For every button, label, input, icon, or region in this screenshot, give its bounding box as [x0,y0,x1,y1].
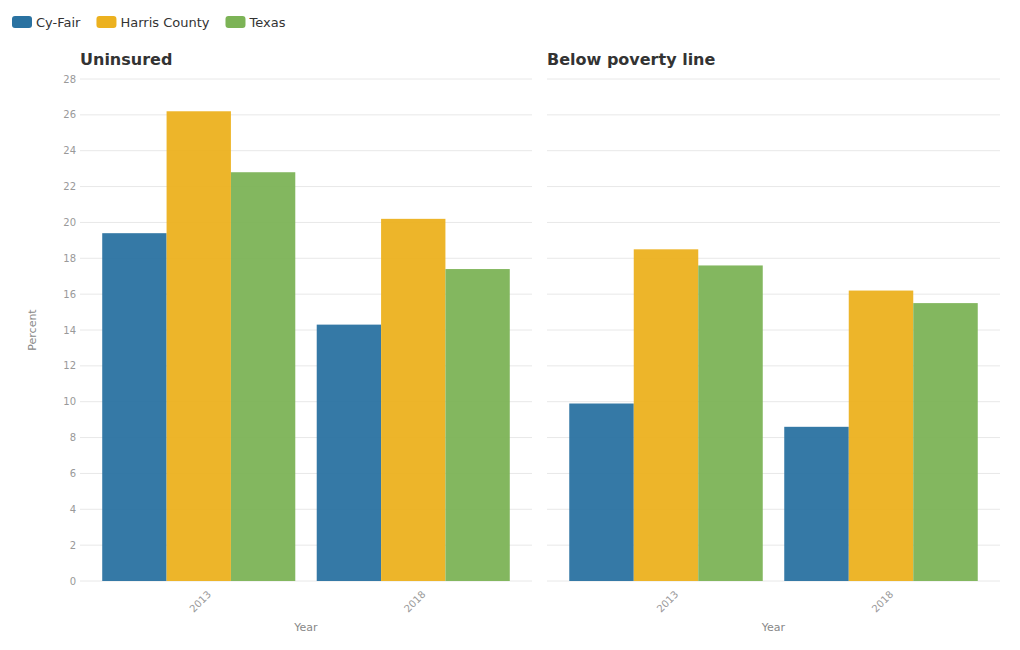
grid-line [547,150,1000,151]
bar: Texas [445,269,509,581]
bar: Texas [913,303,978,581]
legend-swatch [12,16,32,28]
bar: Harris County [634,249,699,581]
chart-title: Uninsured [80,50,172,69]
x-tick-label: 2018 [402,589,428,615]
x-tick-label: 2013 [655,589,681,615]
y-tick-label: 16 [63,289,76,300]
bar: Cy-Fair [102,233,166,581]
chart-panel: Below poverty lineCy-FairCy-FairHarris C… [547,50,1000,634]
grid-line [547,79,1000,80]
y-tick-label: 14 [63,325,76,336]
chart-root: Cy-FairHarris CountyTexasUninsured024681… [0,0,1020,650]
legend: Cy-Fair Harris County Texas [12,15,286,30]
grid-line [547,222,1000,223]
y-tick-label: 4 [70,504,76,515]
chart-panel: Uninsured0246810121416182022242628Percen… [26,50,532,634]
grid-line [547,186,1000,187]
grid-line [547,114,1000,115]
y-tick-label: 26 [63,109,76,120]
y-tick-label: 22 [63,181,76,192]
bar: Texas [698,265,763,581]
bar: Harris County [381,219,445,581]
y-axis-label: Percent [26,309,39,351]
legend-swatch [225,16,245,28]
legend-label: Harris County [120,15,209,30]
y-tick-label: 10 [63,396,76,407]
bars: Cy-FairCy-FairHarris CountyHarris County… [102,111,510,581]
bar: Harris County [167,111,231,581]
grid-line [80,79,532,80]
bar: Texas [231,172,295,581]
x-tick-label: 2013 [187,589,213,615]
y-tick-label: 24 [63,145,76,156]
legend-label: Cy-Fair [36,15,81,30]
y-tick-label: 20 [63,217,76,228]
legend-swatch [96,16,116,28]
y-tick-label: 0 [70,576,76,587]
x-axis-label: Year [293,621,318,634]
bar: Harris County [849,291,914,581]
y-tick-label: 2 [70,540,76,551]
y-tick-label: 8 [70,432,76,443]
y-tick-label: 28 [63,74,76,85]
grid-line [80,222,532,223]
bar: Cy-Fair [317,325,381,581]
grid-line [80,114,532,115]
chart-title: Below poverty line [547,50,716,69]
y-tick-label: 18 [63,253,76,264]
grid-line [80,186,532,187]
grid-line [547,294,1000,295]
grid-line [80,150,532,151]
y-tick-label: 6 [70,468,76,479]
bars: Cy-FairCy-FairHarris CountyHarris County… [569,249,978,581]
grid-line [547,258,1000,259]
x-axis-label: Year [761,621,786,634]
bar: Cy-Fair [784,427,849,581]
legend-label: Texas [248,15,285,30]
x-tick-label: 2018 [870,589,896,615]
y-tick-label: 12 [63,360,76,371]
bar: Cy-Fair [569,404,634,581]
